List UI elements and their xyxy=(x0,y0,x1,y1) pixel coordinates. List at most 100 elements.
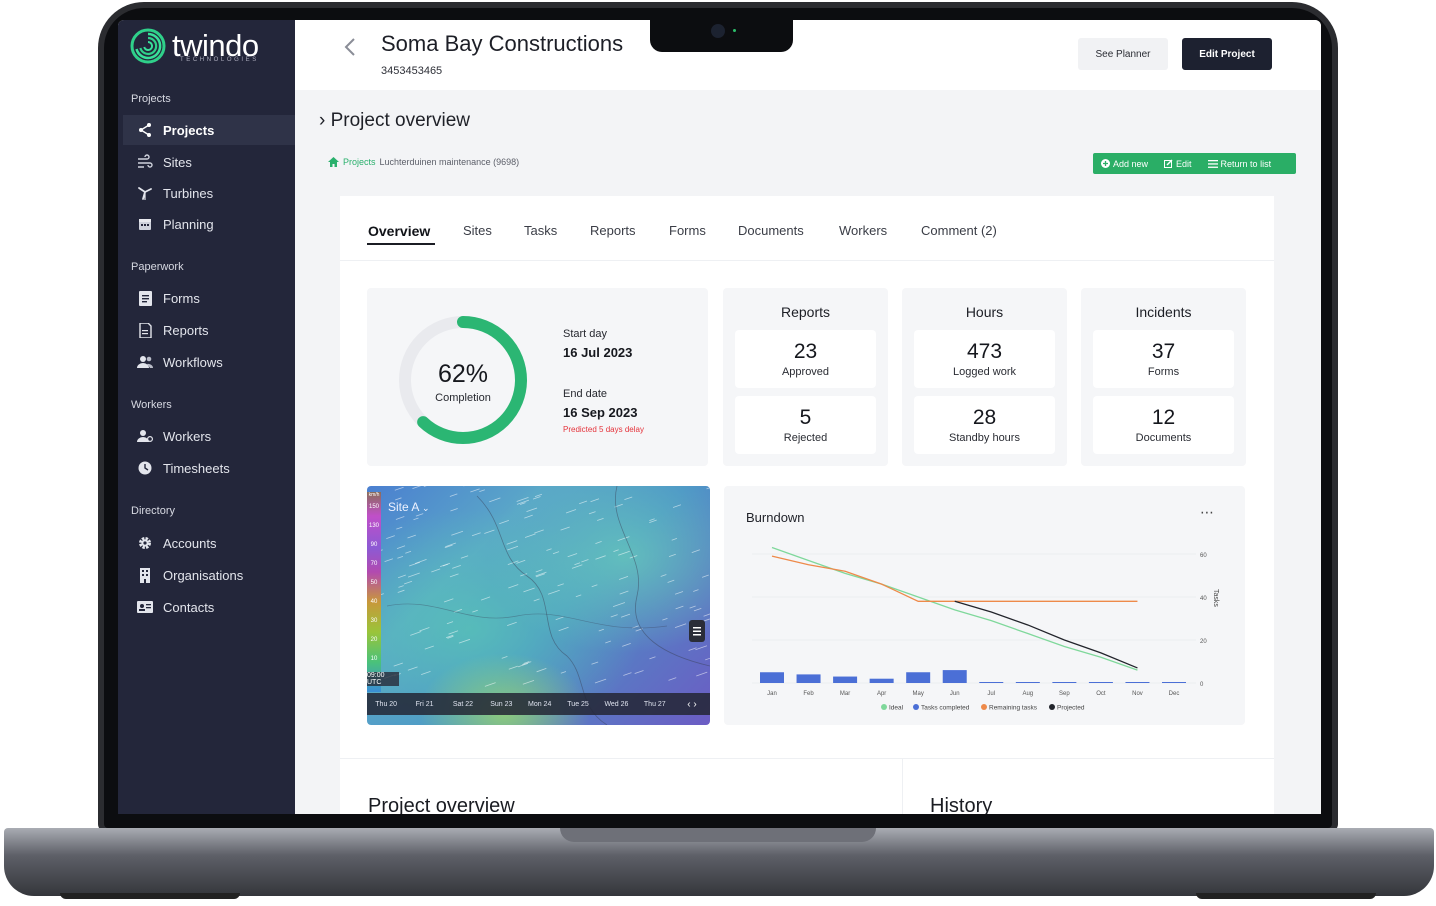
wind-streak xyxy=(613,549,619,552)
stat-label: Rejected xyxy=(783,432,828,444)
sidebar-item-organisations[interactable]: Organisations xyxy=(123,560,295,590)
wind-streak xyxy=(574,562,581,566)
wind-streak xyxy=(534,493,543,498)
wind-streak xyxy=(396,526,403,530)
wind-streak xyxy=(672,504,682,508)
wind-streak xyxy=(444,544,453,549)
day-nav-arrows[interactable]: ‹ › xyxy=(687,698,697,710)
edit-button[interactable]: Edit xyxy=(1156,159,1200,169)
scale-tick: 50 xyxy=(370,580,378,586)
stat-box-rejected[interactable]: 5 Rejected xyxy=(735,396,876,454)
bar xyxy=(1125,682,1150,683)
wind-speed-scale: km/h 150 130 90 70 50 40 30 20 10 xyxy=(367,492,381,692)
app-screen: twindo TECHNOLOGIES Projects Projects Si… xyxy=(118,20,1321,814)
forecast-day[interactable]: Wed 26 xyxy=(604,700,629,708)
sidebar-item-timesheets[interactable]: Timesheets xyxy=(123,453,295,483)
bar xyxy=(1088,682,1113,683)
sidebar-item-accounts[interactable]: Accounts xyxy=(123,528,295,558)
x-tick-label: May xyxy=(913,691,924,697)
plus-circle-icon xyxy=(1101,159,1110,168)
map-menu-button[interactable] xyxy=(689,620,705,642)
stat-title: Hours xyxy=(965,304,1004,320)
forecast-day[interactable]: Fri 21 xyxy=(415,700,434,708)
tab-sites[interactable]: Sites xyxy=(463,223,492,238)
wind-streak xyxy=(595,541,602,544)
site-selector[interactable]: Site A ⌄ xyxy=(388,500,430,514)
wind-streak xyxy=(546,548,552,551)
forecast-day[interactable]: Mon 24 xyxy=(528,700,552,708)
stat-box-logged-work[interactable]: 473 Logged work xyxy=(914,330,1055,388)
sidebar-item-reports[interactable]: Reports xyxy=(123,315,295,345)
wind-streak xyxy=(558,626,569,632)
tab-forms[interactable]: Forms xyxy=(669,223,706,238)
sidebar-item-turbines[interactable]: Turbines xyxy=(123,178,295,208)
tab-comment[interactable]: Comment (2) xyxy=(921,223,997,238)
sidebar-item-planning[interactable]: Planning xyxy=(123,209,295,239)
wind-streak xyxy=(662,618,668,621)
section-heading-label: Project overview xyxy=(330,110,470,131)
history-title: History xyxy=(930,795,993,814)
sidebar-item-workflows[interactable]: Workflows xyxy=(123,347,295,377)
wind-streak xyxy=(588,511,596,515)
wind-streak xyxy=(535,571,547,577)
stat-box-standby-hours[interactable]: 28 Standby hours xyxy=(914,396,1055,454)
tab-tasks[interactable]: Tasks xyxy=(524,223,558,238)
home-icon[interactable] xyxy=(328,157,339,167)
top-bar: Soma Bay Constructions 3453453465 See Pl… xyxy=(295,20,1321,90)
sidebar-item-label: Workflows xyxy=(163,354,223,370)
forecast-day[interactable]: Tue 25 xyxy=(567,700,589,708)
completion-percent: 62% xyxy=(437,360,489,388)
x-tick-label: Apr xyxy=(877,691,886,697)
end-date-label: End date xyxy=(563,388,608,400)
add-new-button[interactable]: Add new xyxy=(1093,159,1156,169)
wind-streak xyxy=(484,682,496,687)
legend-swatch xyxy=(1049,704,1055,710)
tab-reports[interactable]: Reports xyxy=(590,223,636,238)
stat-box-forms[interactable]: 37 Forms xyxy=(1093,330,1234,388)
wind-streak xyxy=(398,585,404,588)
tab-overview[interactable]: Overview xyxy=(368,223,431,239)
more-icon[interactable]: ⋯ xyxy=(1200,504,1214,520)
legend-swatch xyxy=(881,704,887,710)
twindo-logo-icon xyxy=(130,28,166,64)
wind-streak xyxy=(520,573,528,577)
forecast-day[interactable]: Sun 23 xyxy=(490,700,513,708)
sidebar-item-sites[interactable]: Sites xyxy=(123,147,295,177)
wind-streak xyxy=(524,514,533,519)
wind-map[interactable]: km/h 150 130 90 70 50 40 30 20 10 Site A ⌄ 09:00… xyxy=(367,486,710,725)
sidebar-item-contacts[interactable]: Contacts xyxy=(123,592,295,622)
forecast-day[interactable]: Thu 27 xyxy=(643,700,666,708)
wind-streak xyxy=(618,550,630,556)
return-to-list-button[interactable]: Return to list xyxy=(1200,159,1280,169)
sidebar-item-projects[interactable]: Projects xyxy=(123,115,295,145)
wind-streak xyxy=(619,590,629,595)
building-icon xyxy=(137,567,153,583)
sidebar: twindo TECHNOLOGIES Projects Projects Si… xyxy=(118,20,295,814)
wind-streak xyxy=(479,489,485,493)
stat-box-documents[interactable]: 12 Documents xyxy=(1093,396,1234,454)
incidents-stat-panel: Incidents 37 Forms 12 Documents xyxy=(1081,288,1246,466)
forecast-day[interactable]: Sat 22 xyxy=(452,700,474,708)
wind-streak xyxy=(560,671,567,674)
scale-tick: 40 xyxy=(370,599,378,605)
section-heading[interactable]: › Project overview xyxy=(319,110,470,132)
sidebar-item-workers[interactable]: Workers xyxy=(123,421,295,451)
stat-box-approved[interactable]: 23 Approved xyxy=(735,330,876,388)
brand-logo[interactable]: twindo xyxy=(130,28,259,64)
breadcrumb-projects-link[interactable]: Projects xyxy=(343,157,376,167)
forecast-day[interactable]: Thu 20 xyxy=(375,700,398,708)
x-tick-label: Feb xyxy=(803,691,814,697)
share-icon xyxy=(137,122,153,138)
wind-streak xyxy=(516,496,529,502)
menu-icon xyxy=(693,626,701,635)
form-icon xyxy=(137,290,153,306)
wind-streak xyxy=(634,670,644,674)
tab-workers[interactable]: Workers xyxy=(839,223,888,238)
sidebar-item-forms[interactable]: Forms xyxy=(123,283,295,313)
see-planner-button[interactable]: See Planner xyxy=(1078,38,1168,70)
scale-tick: 20 xyxy=(370,637,378,643)
back-button[interactable] xyxy=(343,36,363,62)
tab-documents[interactable]: Documents xyxy=(738,223,804,238)
edit-project-button[interactable]: Edit Project xyxy=(1182,38,1272,70)
users-icon xyxy=(137,354,153,370)
